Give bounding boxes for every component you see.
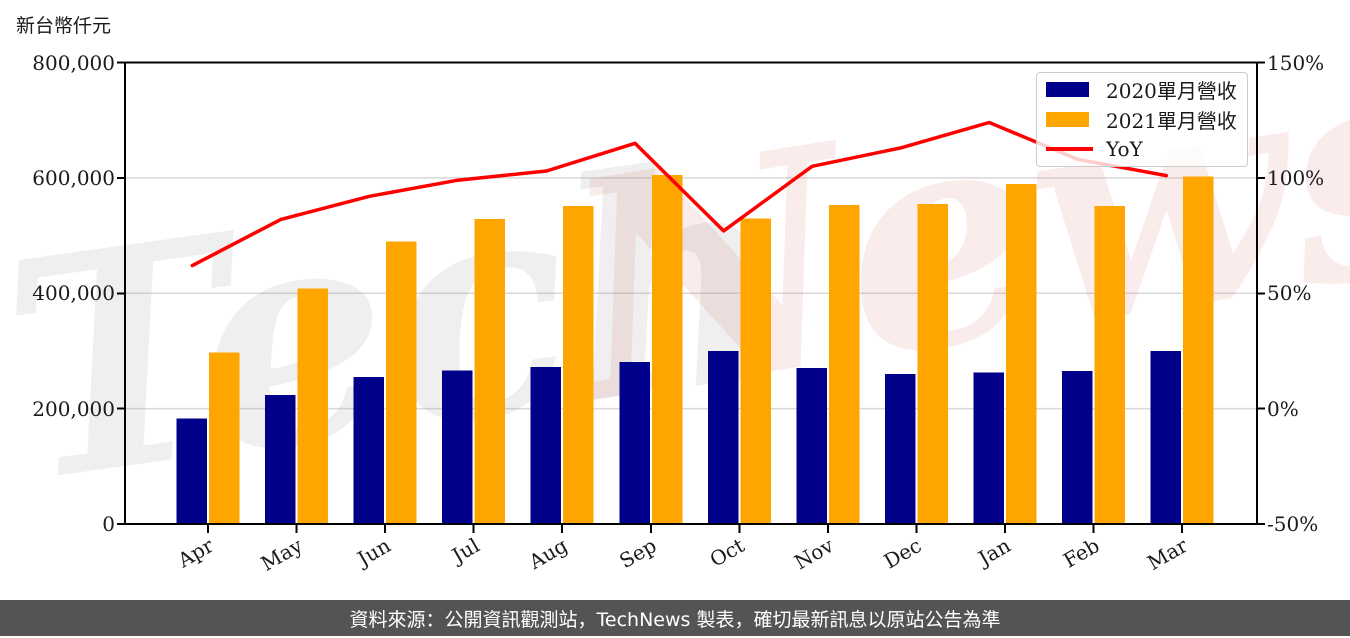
- legend-item-2021: 2021單月營收: [1037, 106, 1247, 133]
- legend-label-2021: 2021單月營收: [1106, 108, 1237, 133]
- right-axis-ticks: [1257, 61, 1265, 525]
- bar-2020-Oct: [707, 350, 739, 524]
- bar-2020-Aug: [530, 367, 562, 524]
- bar-2021-Jul: [474, 218, 506, 525]
- bar-2021-May: [297, 288, 329, 524]
- bar-2021-Oct: [740, 218, 771, 525]
- left-axis-tick-label: 200,000: [32, 396, 115, 421]
- left-axis-unit-label: 新台幣仟元: [16, 15, 112, 37]
- right-axis-tick-label: 150%: [1267, 50, 1325, 75]
- right-axis-tick-label: 50%: [1267, 281, 1312, 306]
- legend: 2020單月營收 2021單月營收 YoY: [1036, 72, 1248, 167]
- bar-2021-Jun: [386, 241, 417, 525]
- left-axis-tick-label: 400,000: [32, 281, 115, 306]
- left-axis-tick-label: 0: [102, 512, 115, 536]
- right-axis-tick-label: 100%: [1267, 165, 1325, 190]
- bar-2020-Dec: [884, 374, 916, 524]
- left-axis-tick-label: 800,000: [32, 50, 115, 75]
- bar-2021-Jan: [1005, 184, 1037, 524]
- bar-2021-Feb: [1094, 206, 1125, 524]
- legend-item-2020: 2020單月營收: [1037, 77, 1247, 103]
- bar-2020-Jan: [973, 372, 1004, 524]
- bar-2021-Mar: [1183, 176, 1214, 524]
- legend-label-2020: 2020單月營收: [1106, 79, 1237, 104]
- source-footer-bar: 資料來源：公開資訊觀測站，TechNews 製表，確切最新訊息以原站公告為準: [0, 600, 1350, 636]
- bar-2020-Nov: [796, 368, 827, 524]
- left-axis-tick-label: 600,000: [32, 165, 115, 190]
- legend-item-yoy: YoY: [1037, 136, 1247, 162]
- bar-2020-Jul: [442, 370, 473, 524]
- bar-2020-Apr: [176, 418, 207, 524]
- right-axis-tick-label: 0%: [1267, 396, 1299, 421]
- bar-2020-Jun: [353, 376, 385, 524]
- bar-2021-Aug: [563, 206, 594, 524]
- right-axis-tick-label: -50%: [1267, 512, 1319, 536]
- bar-2021-Sep: [651, 175, 683, 524]
- bar-2020-Mar: [1150, 350, 1181, 524]
- bar-2021-Dec: [917, 203, 948, 525]
- source-footer-text: 資料來源：公開資訊觀測站，TechNews 製表，確切最新訊息以原站公告為準: [349, 608, 1001, 631]
- bar-2021-Nov: [828, 205, 860, 524]
- x-axis-ticks: [207, 524, 1183, 533]
- left-axis-ticks: [117, 61, 125, 525]
- legend-label-yoy: YoY: [1106, 137, 1143, 162]
- bar-2020-Feb: [1062, 371, 1093, 524]
- legend-swatch-yoy-line: [1046, 147, 1093, 151]
- bar-2020-Sep: [619, 361, 650, 524]
- legend-swatch-2021: [1046, 111, 1089, 127]
- yoy-line: [190, 120, 1169, 268]
- bar-2021-Apr: [209, 352, 240, 524]
- legend-swatch-2020: [1046, 82, 1089, 98]
- bar-2020-May: [265, 394, 296, 524]
